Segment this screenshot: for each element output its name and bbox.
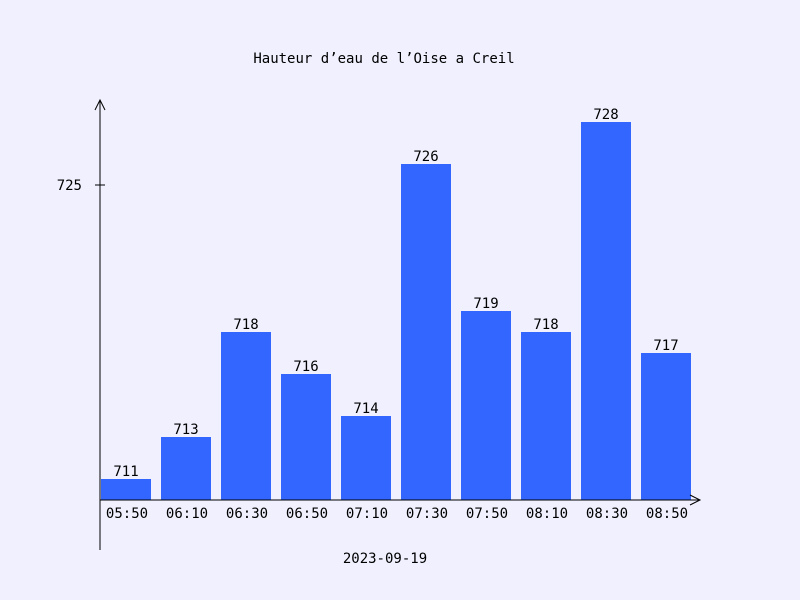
bar-0750 [461,311,511,500]
x-tick-label: 08:30 [586,506,628,522]
x-tick-label: 08:10 [526,506,568,522]
bar-0550 [101,479,151,500]
x-tick-label: 06:10 [166,506,208,522]
x-axis-arrow [689,494,702,506]
x-tick-label: 06:30 [226,506,268,522]
bar-0650 [281,374,331,500]
bar-0730 [401,164,451,500]
data-label: 716 [293,359,318,375]
data-label: 719 [473,296,498,312]
bar-0830 [581,122,631,500]
data-label: 728 [593,107,618,123]
x-tick-label: 08:50 [646,506,688,522]
data-label: 713 [173,422,198,438]
x-axis-label: 2023-09-19 [343,551,427,567]
bar-0610 [161,437,211,500]
y-tick-label: 725 [57,178,82,194]
x-tick-label: 06:50 [286,506,328,522]
data-label: 711 [113,464,138,480]
x-tick-label: 07:10 [346,506,388,522]
chart-title: Hauteur d’eau de l’Oise a Creil [253,51,514,67]
bar-0630 [221,332,271,500]
data-label: 717 [653,338,678,354]
bar-0710 [341,416,391,500]
bar-0810 [521,332,571,500]
data-label: 718 [533,317,558,333]
data-label: 726 [413,149,438,165]
data-label: 714 [353,401,378,417]
bars-layer: 711 713 718 716 714 726 719 718 728 717 [101,107,691,500]
x-tick-label: 05:50 [106,506,148,522]
x-tick-label: 07:50 [466,506,508,522]
axes-layer: 05:50 06:10 06:30 06:50 07:10 07:30 07:50 08:10… [57,98,702,550]
y-axis-arrow [94,98,106,111]
bar-0850 [641,353,691,500]
x-tick-label: 07:30 [406,506,448,522]
data-label: 718 [233,317,258,333]
